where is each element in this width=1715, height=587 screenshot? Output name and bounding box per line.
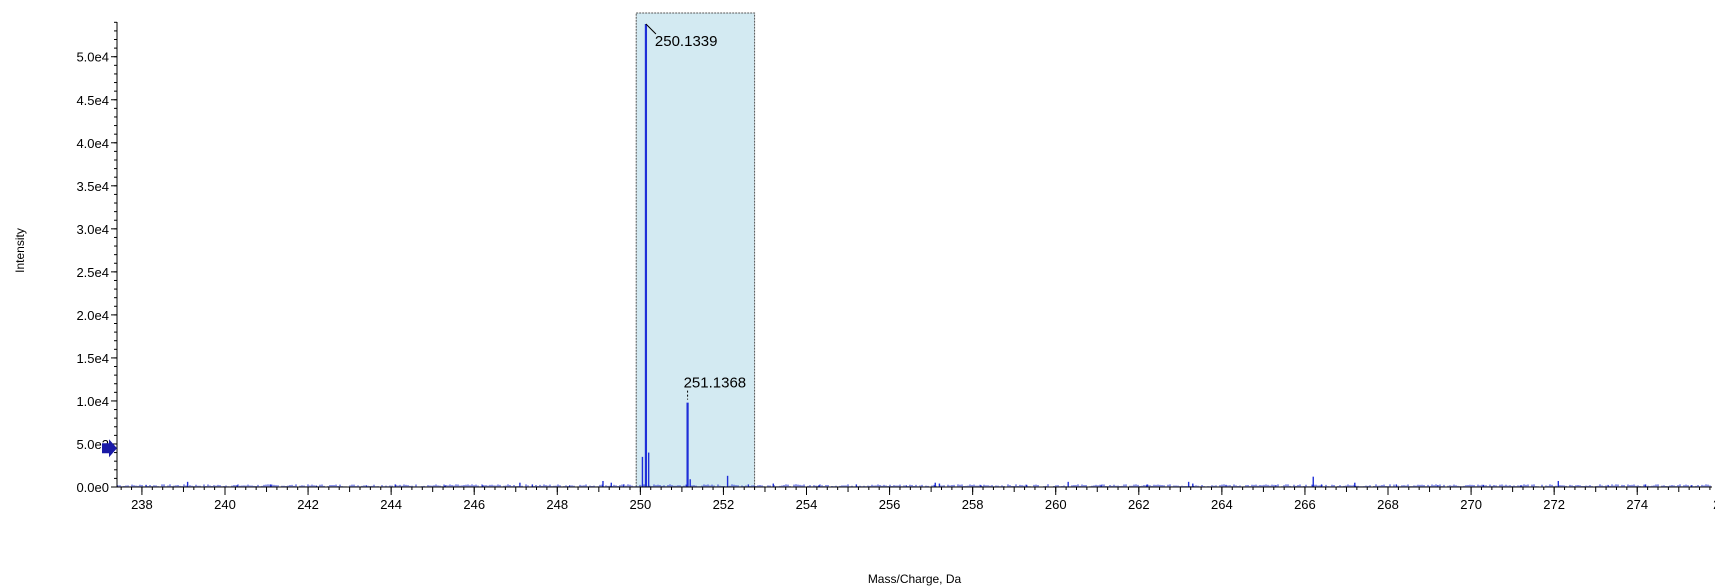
baseline-noise: [117, 484, 1711, 487]
y-tick-label: 2.5e4: [76, 265, 109, 280]
x-tick-label: 272: [1543, 497, 1565, 512]
x-tick-label: 268: [1377, 497, 1399, 512]
x-axis-ticks: 238 240 242 244 246 248 250 252 254 256 258 260 262 2…: [120, 487, 1715, 512]
y-axis-ticks: 0.0e0 5.0e3 1.0e4 1.5e4 2.0e4 2.5e4 3.0e4 3.5e4…: [76, 21, 117, 495]
y-tick-label: 0.0e0: [76, 480, 109, 495]
x-tick-label: 258: [962, 497, 984, 512]
peak-annotations: 250.1339 251.1368: [645, 23, 747, 400]
x-tick-label: 252: [713, 497, 735, 512]
x-tick-label: 242: [297, 497, 319, 512]
annotation-leader: [645, 23, 657, 35]
y-tick-label: 4.0e4: [76, 136, 109, 151]
x-tick-label: 238: [131, 497, 153, 512]
x-tick-label: 266: [1294, 497, 1316, 512]
y-tick-label: 1.5e4: [76, 351, 109, 366]
y-tick-label: 3.0e4: [76, 222, 109, 237]
x-tick-label: 262: [1128, 497, 1150, 512]
peak-label: 251.1368: [684, 375, 747, 392]
x-tick-label: 264: [1211, 497, 1233, 512]
x-tick-label: 260: [1045, 497, 1067, 512]
x-tick-label: 244: [380, 497, 402, 512]
x-tick-label: 240: [214, 497, 236, 512]
y-axis-title: Intensity: [13, 228, 27, 273]
x-tick-label: 270: [1460, 497, 1482, 512]
x-tick-label: 246: [463, 497, 485, 512]
x-tick-label: 254: [796, 497, 818, 512]
threshold-arrow-icon[interactable]: [102, 439, 117, 458]
y-tick-label: 1.0e4: [76, 394, 109, 409]
x-axis-title: Mass/Charge, Da: [868, 572, 962, 586]
spectrum-peaks: [145, 24, 1692, 487]
x-tick-label: 250: [630, 497, 652, 512]
highlight-region[interactable]: [635, 12, 756, 488]
y-tick-label: 2.0e4: [76, 308, 109, 323]
x-tick-label: 256: [879, 497, 901, 512]
y-tick-label: 3.5e4: [76, 179, 109, 194]
y-tick-label: 4.5e4: [76, 93, 109, 108]
x-tick-label: 274: [1626, 497, 1648, 512]
noise-trace: [117, 484, 1711, 487]
x-tick-label: 27: [1713, 497, 1715, 512]
y-tick-label: 5.0e4: [76, 50, 109, 65]
peak-label: 250.1339: [655, 33, 718, 50]
y-tick-label: 5.0e3: [76, 437, 109, 452]
x-tick-label: 248: [546, 497, 568, 512]
